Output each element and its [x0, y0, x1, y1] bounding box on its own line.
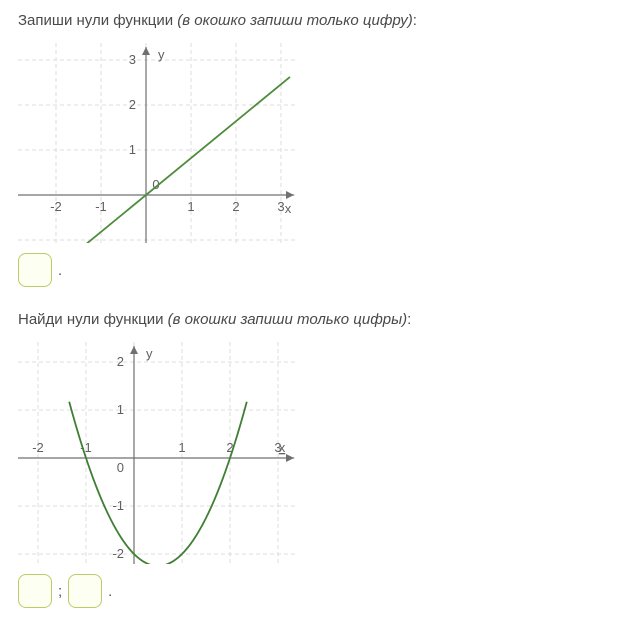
q1-prompt-pre: Запиши нули функции [18, 12, 177, 29]
svg-text:-1: -1 [95, 199, 107, 214]
q2-answer-row: ; . [18, 574, 622, 608]
q1-dot: . [56, 262, 64, 279]
svg-text:y: y [158, 47, 165, 62]
svg-text:-2: -2 [112, 546, 124, 561]
q2-prompt-post: : [407, 311, 411, 328]
svg-text:1: 1 [178, 440, 185, 455]
svg-text:3: 3 [277, 199, 284, 214]
q2-chart: -2-1123012-1-2yx [18, 342, 622, 564]
svg-text:-1: -1 [112, 498, 124, 513]
q1-prompt: Запиши нули функции (в окошко запиши тол… [18, 12, 622, 29]
q1-chart: -2-11230123yx [18, 43, 622, 243]
q2-answer-input-1[interactable] [18, 574, 52, 608]
svg-text:y: y [146, 346, 153, 361]
q2-separator: ; [56, 583, 64, 600]
q2-dot: . [106, 583, 114, 600]
q2-prompt-italic: (в окошки запиши только цифры) [168, 311, 407, 328]
svg-text:x: x [285, 201, 292, 216]
svg-text:3: 3 [129, 52, 136, 67]
q2-prompt: Найди нули функции (в окошки запиши толь… [18, 311, 622, 328]
svg-text:x: x [279, 440, 286, 455]
svg-text:2: 2 [129, 97, 136, 112]
svg-text:1: 1 [117, 402, 124, 417]
q2-prompt-pre: Найди нули функции [18, 311, 168, 328]
svg-text:-2: -2 [50, 199, 62, 214]
q1-answer-row: . [18, 253, 622, 287]
q2-answer-input-2[interactable] [68, 574, 102, 608]
svg-text:2: 2 [232, 199, 239, 214]
svg-text:1: 1 [129, 142, 136, 157]
q1-answer-input[interactable] [18, 253, 52, 287]
svg-text:0: 0 [117, 460, 124, 475]
svg-text:-2: -2 [32, 440, 44, 455]
q1-prompt-post: : [413, 12, 417, 29]
svg-text:2: 2 [117, 354, 124, 369]
svg-text:1: 1 [187, 199, 194, 214]
q1-prompt-italic: (в окошко запиши только цифру) [177, 12, 412, 29]
